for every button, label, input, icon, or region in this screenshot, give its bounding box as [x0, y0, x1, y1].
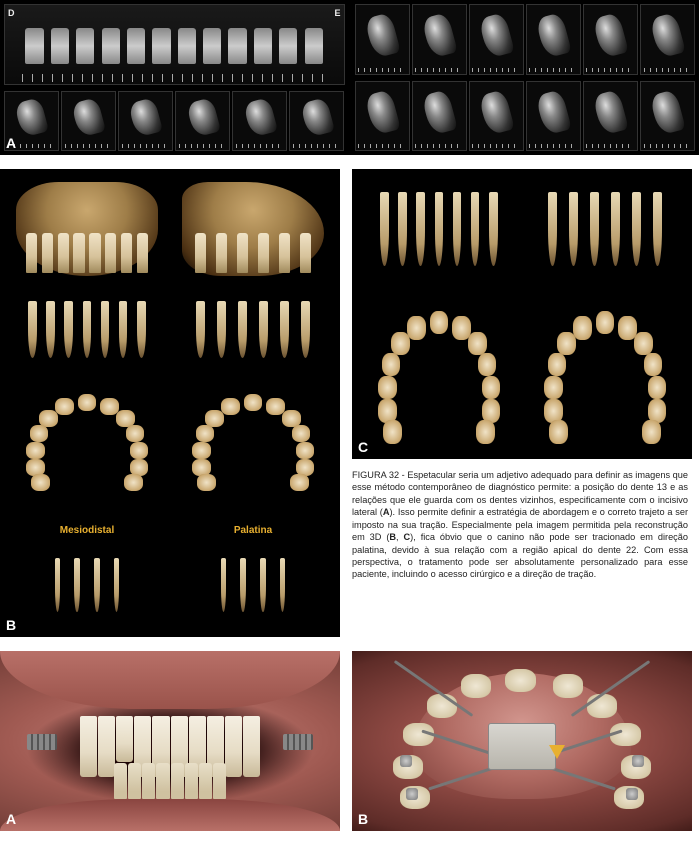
bracket-icon: [283, 734, 313, 750]
caption-ref-a: A: [383, 507, 390, 517]
arch-icon: [21, 393, 154, 488]
slice-row-left: [4, 91, 345, 151]
caption-prefix: FIGURA 32 -: [352, 470, 407, 480]
recon-arch-roots: [174, 384, 332, 497]
pano-corner-left: D: [8, 8, 15, 18]
ct-slice: [289, 91, 344, 151]
lip-icon: [0, 651, 340, 709]
tooth-icon: [427, 694, 458, 717]
tooth-icon: [505, 669, 536, 692]
ct-slice: [469, 4, 524, 75]
ruler-icon: [22, 74, 327, 82]
recon-row: [8, 542, 332, 629]
ct-slice: [118, 91, 173, 151]
recon-arch-roots: [526, 296, 684, 451]
clinical-photo-frontal: A: [0, 651, 340, 831]
label-palatina: Palatina: [174, 525, 332, 534]
ct-slice: [640, 4, 695, 75]
recon-label-row: Mesiodistal Palatina: [8, 504, 332, 534]
recon-row: [8, 289, 332, 376]
recon-teeth-roots: [174, 289, 332, 376]
expander-screw-icon: [488, 723, 556, 770]
recon-label-cell: Palatina: [174, 504, 332, 534]
recon-row: [360, 296, 684, 451]
recon-row: [8, 177, 332, 281]
recon-segment: [8, 542, 166, 629]
panel-a-inner: D E: [4, 4, 695, 151]
teeth-segment-icon: [214, 555, 293, 611]
recon-teeth-roots: [526, 177, 684, 288]
panel-letter-a: A: [6, 135, 16, 151]
recon-skull-lateral: [174, 177, 332, 281]
clinical-letter-b: B: [358, 811, 368, 827]
teeth-icon: [190, 226, 316, 273]
clinical-letter-a: A: [6, 811, 16, 827]
pano-corner-right: E: [334, 8, 340, 18]
panel-c: C: [352, 169, 692, 459]
panel-c-column: C FIGURA 32 - Espetacular seria um adjet…: [352, 169, 692, 637]
arch-icon: [539, 308, 672, 438]
ct-slice: [412, 4, 467, 75]
teeth-roots-icon: [376, 188, 502, 266]
arrow-icon: [549, 745, 565, 759]
label-mesiodistal: Mesiodistal: [8, 525, 166, 534]
panel-letter-c: C: [358, 439, 368, 455]
recon-skull-frontal: [8, 177, 166, 281]
ct-slice: [583, 4, 638, 75]
teeth-roots-icon: [24, 298, 150, 359]
recon-arch-occlusal: [360, 296, 518, 451]
band-icon: [626, 788, 638, 800]
ct-slice: [61, 91, 116, 151]
tooth-icon: [553, 674, 584, 697]
figure-caption: FIGURA 32 - Espetacular seria um adjetiv…: [352, 469, 692, 581]
tooth-icon: [461, 674, 492, 697]
ct-slice: [640, 81, 695, 152]
teeth-icon: [24, 226, 150, 273]
panel-a-left-col: D E: [4, 4, 345, 151]
ct-slice: [526, 4, 581, 75]
ct-slice: [355, 81, 410, 152]
recon-row: [360, 177, 684, 288]
bracket-icon: [27, 734, 57, 750]
panoramic-radiograph: D E: [4, 4, 345, 85]
teeth-roots-icon: [542, 188, 668, 266]
ct-slice: [526, 81, 581, 152]
row-clinical: A: [0, 651, 699, 831]
lower-teeth-icon: [88, 763, 251, 799]
panel-a: D E: [0, 0, 699, 155]
band-icon: [400, 755, 412, 767]
teeth-segment-icon: [48, 555, 127, 611]
recon-teeth-roots: [360, 177, 518, 288]
ct-slice: [469, 81, 524, 152]
panel-b: Mesiodistal Palatina B: [0, 169, 340, 637]
clinical-photo-occlusal: B: [352, 651, 692, 831]
ct-slice: [232, 91, 287, 151]
teeth-roots-icon: [190, 298, 316, 359]
arch-icon: [187, 393, 320, 488]
ct-slice: [412, 81, 467, 152]
arch-icon: [373, 308, 506, 438]
ct-slice: [175, 91, 230, 151]
tooth-icon: [587, 694, 618, 717]
lip-icon: [0, 799, 340, 831]
caption-sep: ,: [396, 532, 403, 542]
slice-row-right-bottom: [355, 81, 696, 152]
recon-teeth-roots: [8, 289, 166, 376]
band-icon: [406, 788, 418, 800]
recon-segment: [174, 542, 332, 629]
panel-letter-b: B: [6, 617, 16, 633]
row-bc: Mesiodistal Palatina B: [0, 169, 699, 637]
ct-slice: [583, 81, 638, 152]
page: D E: [0, 0, 699, 831]
panel-a-right-col: [355, 4, 696, 151]
pano-teeth-icon: [22, 13, 327, 64]
recon-row: [8, 384, 332, 497]
ct-slice: [355, 4, 410, 75]
slice-row-right-top: [355, 4, 696, 75]
recon-label-cell: Mesiodistal: [8, 504, 166, 534]
band-icon: [632, 755, 644, 767]
recon-arch-occlusal: [8, 384, 166, 497]
